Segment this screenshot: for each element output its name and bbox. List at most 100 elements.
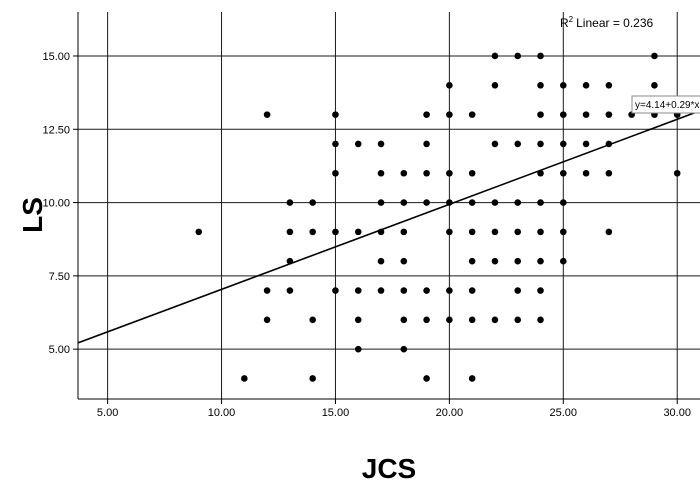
data-point — [354, 345, 362, 353]
data-point — [354, 140, 362, 148]
y-tick-label: 10.00 — [42, 198, 70, 210]
data-point — [309, 316, 316, 324]
y-tick-label: 12.50 — [42, 124, 70, 136]
data-point — [400, 287, 408, 294]
data-point — [423, 287, 430, 294]
data-point — [514, 287, 522, 294]
fit-line-group — [78, 110, 700, 344]
data-point — [377, 199, 385, 206]
x-axis-title: JCS — [362, 453, 416, 484]
data-point — [582, 111, 590, 118]
data-point — [309, 228, 316, 236]
data-point — [537, 228, 544, 236]
data-point — [491, 228, 499, 236]
data-points — [195, 52, 681, 382]
data-point — [468, 111, 476, 118]
data-point — [400, 257, 408, 265]
data-point — [446, 111, 453, 118]
data-point — [605, 228, 613, 236]
data-point — [377, 257, 385, 265]
data-point — [651, 81, 658, 89]
data-point — [332, 228, 339, 236]
data-point — [559, 228, 567, 236]
y-tick-label: 5.00 — [49, 344, 70, 356]
data-point — [514, 257, 522, 265]
data-point — [286, 228, 294, 236]
data-point — [446, 228, 453, 236]
data-point — [354, 228, 362, 236]
data-point — [377, 169, 385, 177]
data-point — [514, 140, 522, 148]
data-point — [468, 375, 476, 382]
data-point — [559, 140, 567, 148]
data-point — [400, 199, 408, 206]
data-point — [468, 199, 476, 206]
data-point — [537, 257, 544, 265]
data-point — [537, 81, 544, 89]
data-point — [263, 111, 271, 118]
data-point — [400, 228, 408, 236]
data-point — [537, 316, 544, 324]
plot-area — [78, 12, 700, 399]
x-tick-label: 20.00 — [436, 407, 464, 419]
data-point — [195, 228, 203, 236]
data-point — [491, 316, 499, 324]
data-point — [400, 345, 408, 353]
data-point — [651, 52, 658, 60]
data-point — [537, 140, 544, 148]
data-point — [605, 81, 613, 89]
data-point — [332, 169, 339, 177]
r-squared-label: R2 Linear = 0.236 — [560, 15, 654, 30]
data-point — [446, 81, 453, 89]
data-point — [354, 287, 362, 294]
data-point — [263, 287, 271, 294]
data-point — [491, 199, 499, 206]
data-point — [468, 257, 476, 265]
data-point — [514, 52, 522, 60]
data-point — [241, 375, 248, 382]
data-point — [605, 111, 613, 118]
data-point — [377, 140, 385, 148]
data-point — [468, 287, 476, 294]
data-point — [514, 228, 522, 236]
data-point — [559, 257, 567, 265]
data-point — [491, 52, 499, 60]
data-point — [468, 228, 476, 236]
data-point — [423, 199, 430, 206]
data-point — [514, 199, 522, 206]
equation-box — [631, 95, 700, 114]
y-tick-labels: 5.00 7.50 10.00 12.50 15.00 — [42, 51, 78, 356]
data-point — [400, 169, 408, 177]
data-point — [423, 111, 430, 118]
data-point — [559, 111, 567, 118]
data-point — [491, 257, 499, 265]
data-point — [559, 169, 567, 177]
data-point — [377, 287, 385, 294]
x-tick-label: 30.00 — [663, 407, 691, 419]
equation-label: y=4.14+0.29*x — [635, 100, 700, 111]
data-point — [263, 316, 271, 324]
data-point — [423, 375, 430, 382]
x-tick-label: 15.00 — [322, 407, 350, 419]
data-point — [537, 111, 544, 118]
data-point — [537, 52, 544, 60]
data-point — [423, 140, 430, 148]
data-point — [309, 199, 316, 206]
data-point — [582, 169, 590, 177]
y-tick-label: 7.50 — [49, 271, 70, 283]
data-point — [332, 111, 339, 118]
data-point — [332, 140, 339, 148]
data-point — [446, 316, 453, 324]
data-point — [491, 140, 499, 148]
data-point — [286, 199, 294, 206]
data-point — [423, 316, 430, 324]
x-tick-label: 5.00 — [97, 407, 118, 419]
data-point — [423, 169, 430, 177]
data-point — [673, 169, 681, 177]
data-point — [514, 316, 522, 324]
data-point — [309, 375, 316, 382]
data-point — [446, 169, 453, 177]
data-point — [446, 287, 453, 294]
data-point — [400, 316, 408, 324]
